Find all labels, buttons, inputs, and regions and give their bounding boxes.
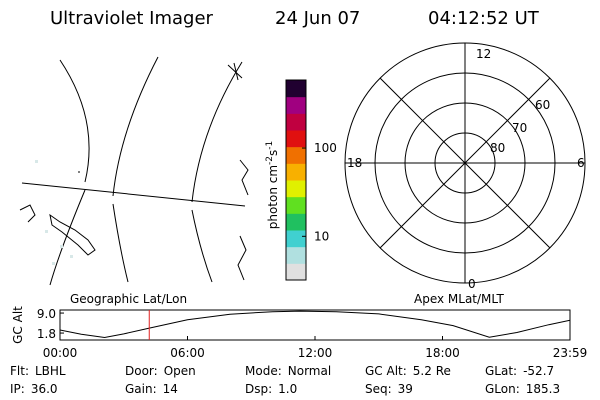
field-value: -52.7	[523, 364, 554, 378]
colorbar-label: photon cm-2s-1	[265, 141, 280, 230]
field-value: 36.0	[31, 382, 58, 396]
altitude-curve	[59, 310, 571, 339]
field: IP: 36.0	[10, 382, 58, 396]
mlt-label: 0	[468, 277, 476, 291]
mlt-label: 12	[476, 47, 491, 61]
field-value: 185.3	[526, 382, 560, 396]
color-step	[286, 213, 306, 231]
color-step	[286, 130, 306, 148]
field: Dsp: 1.0	[245, 382, 297, 396]
x-tick-label: 12:00	[298, 346, 333, 360]
field: GLon: 185.3	[485, 382, 560, 396]
lat-label: 60	[535, 98, 550, 112]
color-step	[286, 230, 306, 248]
y-tick-label: 9.0	[37, 307, 56, 321]
color-step	[286, 263, 306, 281]
color-step	[286, 96, 306, 114]
color-step	[286, 196, 306, 214]
field-value: 5.2 Re	[413, 364, 451, 378]
footer: Flt: LBHL Door: Open Mode: Normal GC Alt: 5.2 R…	[10, 364, 560, 396]
field-label: Door:	[125, 364, 158, 378]
unit: photon cm	[266, 165, 280, 229]
field-label: Flt:	[10, 364, 29, 378]
x-tick-label: 00:00	[43, 346, 78, 360]
mlt-label: 18	[347, 156, 362, 170]
timeline: 9.0 1.8 00:00 06:00 12:00 18:00 23:59	[37, 307, 587, 360]
title: Ultraviolet Imager	[50, 8, 214, 29]
field: Seq: 39	[365, 382, 413, 396]
field-label: GLat:	[485, 364, 517, 378]
x-tick-label: 06:00	[170, 346, 205, 360]
unit: s	[266, 150, 280, 156]
field-label: Gain:	[125, 382, 157, 396]
unit: -2	[265, 156, 275, 165]
field-label: IP:	[10, 382, 25, 396]
field-value: LBHL	[35, 364, 66, 378]
tick-label: 10	[314, 229, 329, 243]
map	[19, 56, 249, 286]
lat-label: 70	[512, 121, 527, 135]
color-step	[286, 246, 306, 264]
color-step	[286, 80, 306, 98]
timeline-frame	[59, 309, 571, 341]
field-value: 1.0	[278, 382, 297, 396]
field: Door: Open	[125, 364, 196, 378]
field: Gain: 14	[125, 382, 178, 396]
colorbar: 10 100	[285, 79, 337, 281]
mlt-label: 6	[577, 156, 585, 170]
x-tick-label: 18:00	[425, 346, 460, 360]
field-value: Open	[164, 364, 196, 378]
date: 24 Jun 07	[275, 8, 360, 29]
color-step	[286, 180, 306, 198]
lat-label: 80	[490, 141, 505, 155]
tick-label: 100	[314, 141, 337, 155]
field-label: GC Alt:	[365, 364, 407, 378]
field-label: GLon:	[485, 382, 520, 396]
field-label: Seq:	[365, 382, 392, 396]
field-value: 14	[163, 382, 178, 396]
colorbar-frame	[285, 79, 307, 281]
field-label: Mode:	[245, 364, 282, 378]
field: GC Alt: 5.2 Re	[365, 364, 451, 378]
field-value: Normal	[288, 364, 331, 378]
field: Mode: Normal	[245, 364, 331, 378]
field: Flt: LBHL	[10, 364, 66, 378]
field: GLat: -52.7	[485, 364, 554, 378]
field-value: 39	[398, 382, 413, 396]
timeline-label: Geographic Lat/Lon	[70, 292, 187, 306]
y-label: GC Alt	[11, 306, 25, 344]
timeline-label: Apex MLat/MLT	[414, 292, 504, 306]
field-label: Dsp:	[245, 382, 272, 396]
unit: -1	[265, 141, 275, 150]
polar-plot	[344, 42, 586, 284]
x-tick-label: 23:59	[553, 346, 588, 360]
color-step	[286, 146, 306, 164]
y-tick-label: 1.8	[37, 327, 56, 341]
time: 04:12:52 UT	[428, 8, 540, 29]
color-step	[286, 163, 306, 181]
color-step	[286, 113, 306, 131]
